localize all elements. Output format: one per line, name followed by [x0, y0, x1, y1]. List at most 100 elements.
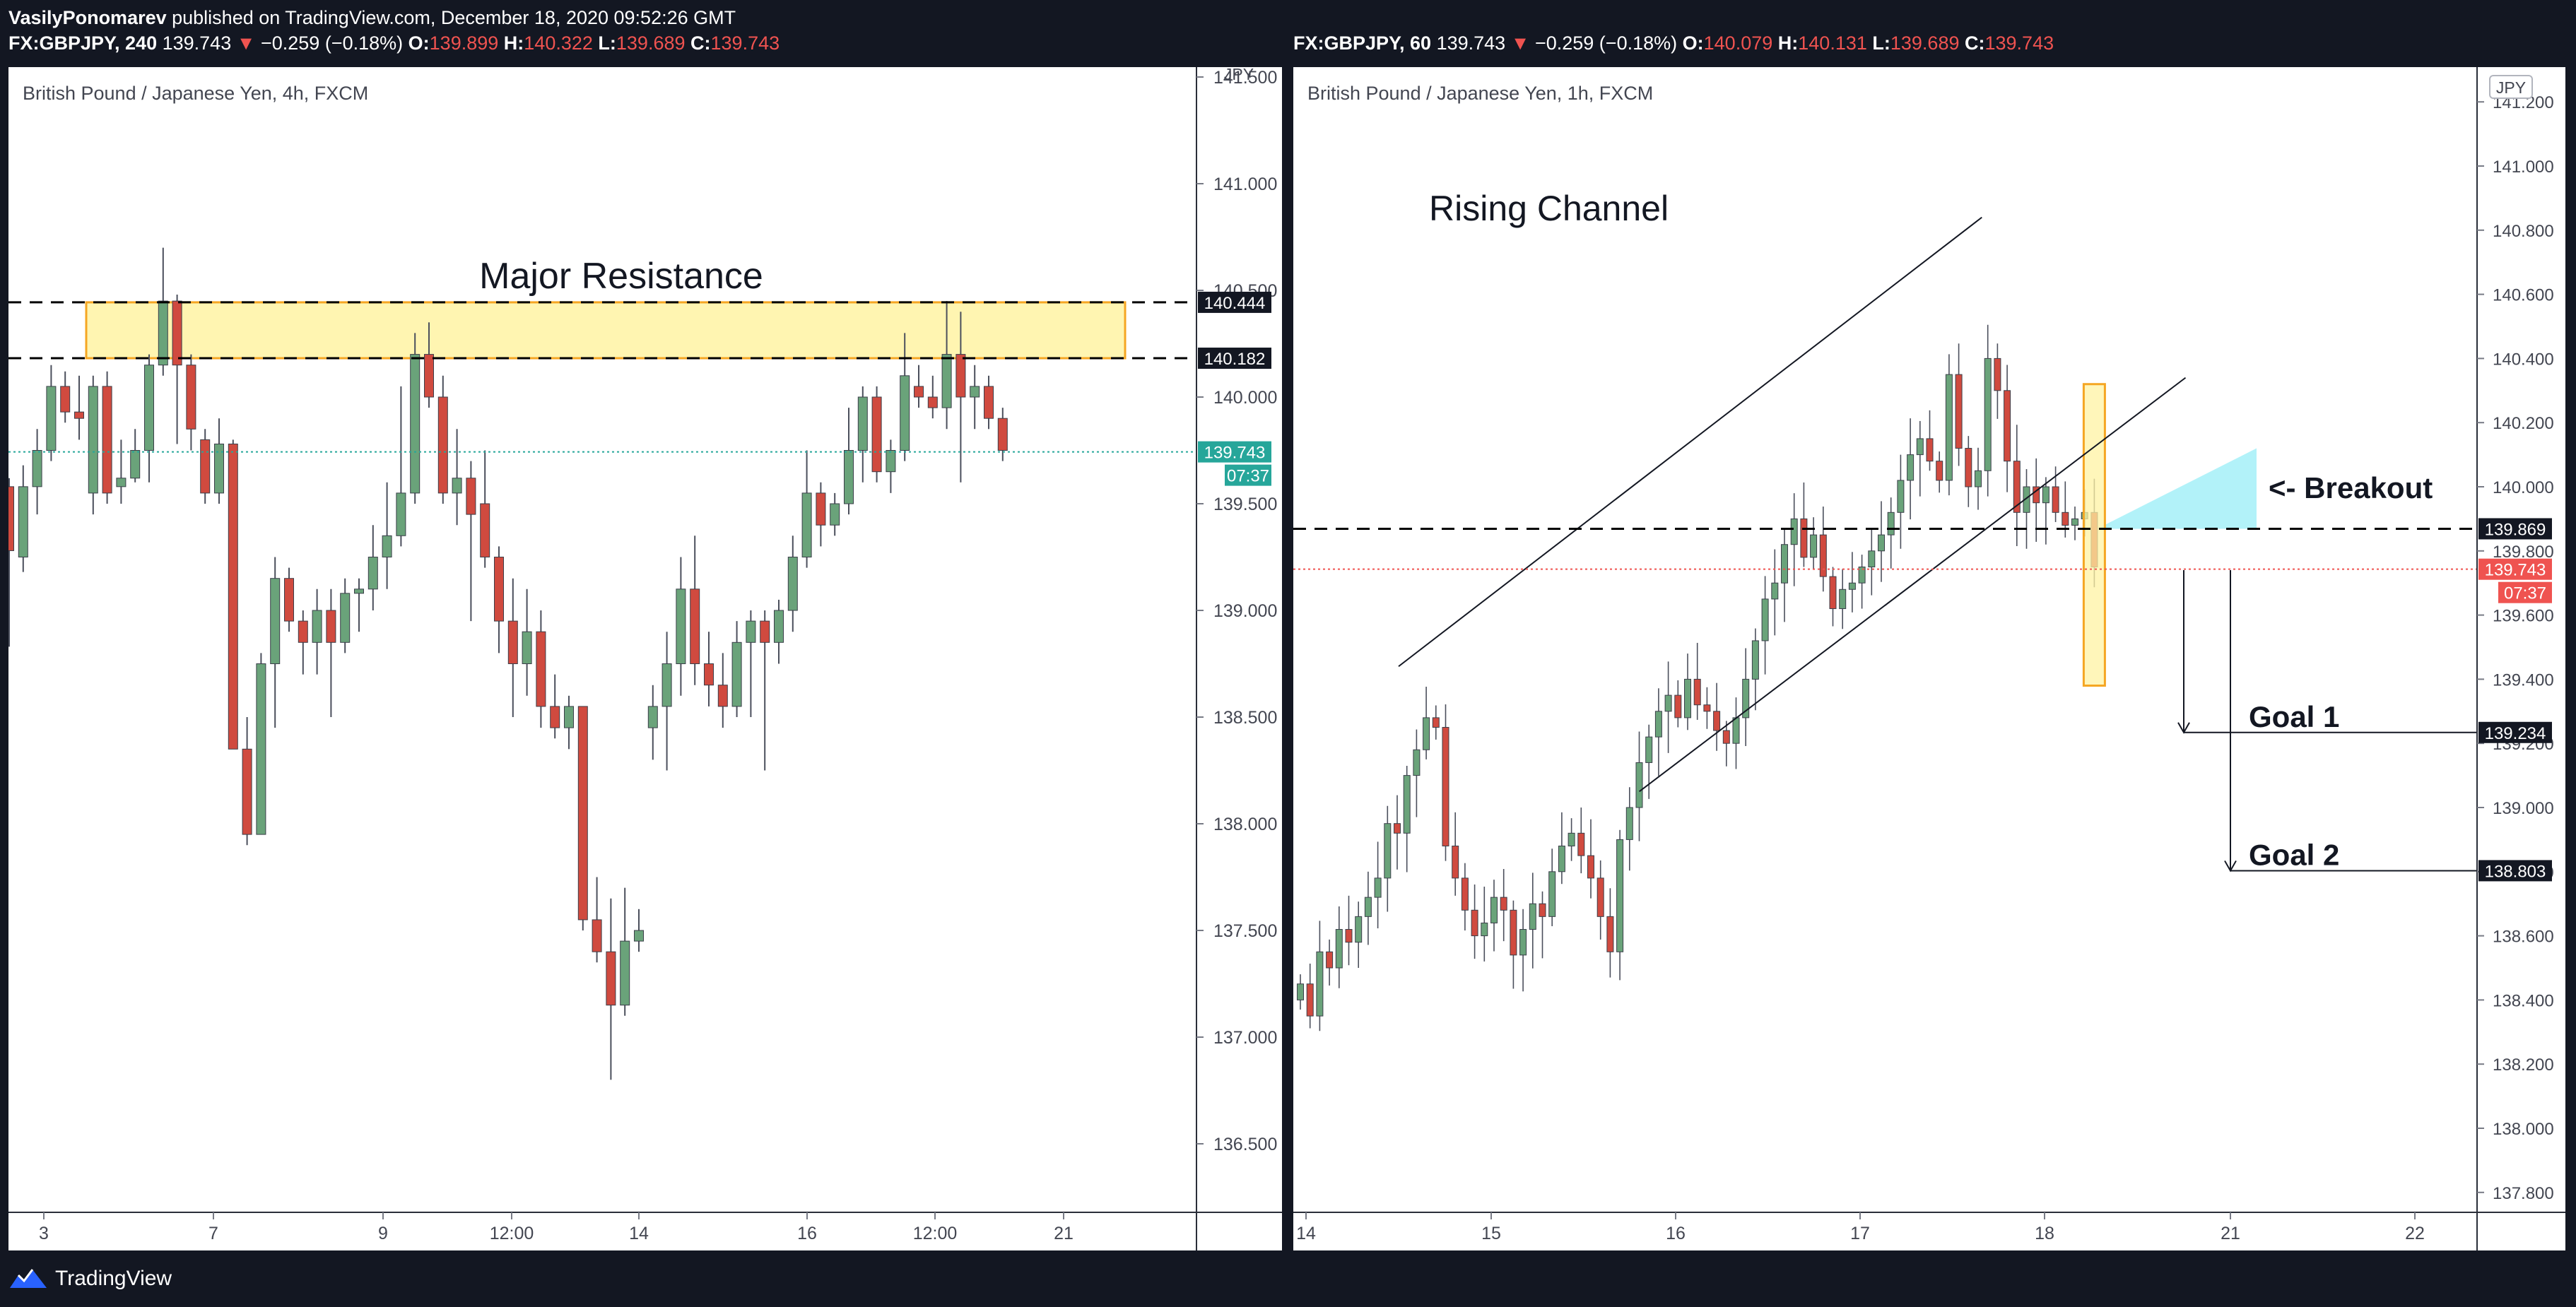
candle-body: [871, 396, 882, 473]
last-price: 139.743: [1436, 32, 1506, 54]
rising-channel-label: Rising Channel: [1429, 189, 1669, 228]
time-tick-label: 3: [39, 1224, 49, 1243]
ohlc-label-high: H:: [503, 32, 524, 54]
candle-body: [676, 589, 686, 664]
resistance-zone: [85, 301, 1127, 360]
candle-body: [1732, 717, 1740, 744]
candle-body: [46, 386, 57, 451]
candle-body: [1742, 678, 1750, 718]
pane-title: British Pound / Japanese Yen, 1h, FXCM: [1307, 83, 1653, 104]
price-axis[interactable]: 141.500141.000140.500140.000139.500139.0…: [8, 67, 1282, 1250]
candle-body: [900, 375, 910, 451]
price-tick-label: 138.200: [2493, 1055, 2554, 1075]
chart-svg-1h[interactable]: British Pound / Japanese Yen, 1h, FXCM R…: [1293, 67, 2565, 1250]
time-axis[interactable]: 3 7 9 12:00 14 16 12:00 21: [39, 1212, 1074, 1243]
price-tick-label: 137.500: [1213, 921, 1277, 941]
candle-body: [2052, 486, 2059, 513]
time-tick-label: 7: [208, 1224, 218, 1243]
price-tick-label: 138.000: [1213, 815, 1277, 834]
candle-body: [130, 450, 141, 479]
candle-body: [60, 386, 71, 413]
candle-body: [844, 450, 854, 504]
candle-body: [18, 486, 28, 558]
price-tick-label: 140.400: [2493, 350, 2554, 369]
candle-body: [1577, 832, 1585, 856]
candle-body: [1519, 929, 1527, 956]
publish-info: published on TradingView.com, December 1…: [166, 7, 736, 28]
candle-body: [690, 589, 700, 664]
time-axis[interactable]: 14 15 16 17 18 21 22: [1296, 1212, 2425, 1243]
candle-body: [787, 557, 798, 611]
candle-body: [1848, 582, 1856, 590]
candle-body: [2023, 486, 2030, 513]
candle-body: [774, 610, 784, 643]
candle-body: [1374, 877, 1382, 898]
breakout-zone: [2097, 448, 2257, 529]
candle-body: [1442, 727, 1449, 846]
price-axis[interactable]: 141.200141.000140.800140.600140.400140.2…: [1293, 67, 2565, 1250]
time-tick-label: 22: [2405, 1224, 2425, 1243]
candle-body: [1384, 823, 1392, 879]
tradingview-logo[interactable]: TradingView: [8, 1265, 172, 1293]
candle-body: [507, 620, 518, 664]
candle-body: [1616, 839, 1624, 952]
channel-lower-line: [1638, 377, 2187, 793]
candle-body: [816, 492, 826, 526]
chart-svg-4h[interactable]: British Pound / Japanese Yen, 4h, FXCM M…: [8, 67, 1282, 1250]
candle-body: [1926, 438, 1934, 462]
price-tick-label: 139.600: [2493, 607, 2554, 626]
bar-countdown-tag-bg: [2498, 581, 2552, 603]
candle-body: [396, 492, 406, 536]
candle-body: [1887, 511, 1895, 536]
candle-body: [1403, 775, 1411, 834]
candle-body: [1945, 374, 1953, 481]
time-tick-label: 21: [2221, 1224, 2240, 1243]
candle-body: [1490, 897, 1498, 923]
candle-body: [2013, 461, 2021, 513]
candle-body: [830, 503, 840, 526]
candle-body: [1975, 470, 1982, 487]
candle-body: [1916, 438, 1924, 456]
candle-body: [577, 706, 588, 921]
candle-body: [228, 443, 238, 750]
price-tick-label: 137.000: [1213, 1028, 1277, 1048]
candle-body: [1481, 922, 1488, 937]
candle-body: [564, 706, 574, 728]
time-tick-label: 14: [1296, 1224, 1316, 1243]
price-tick-label: 140.000: [2493, 478, 2554, 497]
price-tick-label: 141.500: [1213, 68, 1277, 88]
candle-body: [1345, 929, 1353, 943]
candle-body: [857, 396, 868, 451]
ohlc-label-low: L:: [1872, 32, 1890, 54]
candle-body: [2071, 518, 2078, 526]
time-tick-label: 9: [378, 1224, 388, 1243]
price-tick-label: 137.800: [2493, 1184, 2554, 1203]
candle-body: [172, 300, 182, 366]
resistance-price-tag-bg: [1198, 348, 1271, 369]
price-tick-label: 136.500: [1213, 1135, 1277, 1154]
candle-body: [1394, 823, 1401, 834]
breakout-label: <- Breakout: [2269, 471, 2433, 504]
candle-body: [1703, 704, 1711, 712]
candle-body: [452, 478, 462, 494]
candle-body: [1452, 845, 1459, 879]
candle-body: [927, 396, 938, 408]
candle-body: [704, 663, 714, 686]
candle-body: [1674, 694, 1682, 718]
author-name[interactable]: VasilyPonomarev: [8, 7, 167, 28]
candle-body: [1510, 909, 1517, 956]
candle-body: [1761, 598, 1769, 641]
price-tick-label: 140.000: [1213, 388, 1277, 408]
down-arrow-icon: ▼: [1510, 32, 1530, 54]
chart-pane-1h[interactable]: British Pound / Japanese Yen, 1h, FXCM R…: [1293, 67, 2565, 1250]
chart-pane-4h[interactable]: British Pound / Japanese Yen, 4h, FXCM M…: [8, 67, 1282, 1250]
candle-body: [1606, 916, 1614, 952]
target-arrow-head: [2224, 860, 2237, 873]
candle-body: [2062, 511, 2069, 526]
candle-body: [2033, 486, 2040, 504]
ohlc-low: 139.689: [616, 32, 686, 54]
ohlc-label-close: C:: [1965, 32, 1985, 54]
candle-body: [1635, 762, 1643, 808]
goal-2-price-tag-bg: [2478, 860, 2552, 882]
candle-body: [340, 593, 351, 643]
